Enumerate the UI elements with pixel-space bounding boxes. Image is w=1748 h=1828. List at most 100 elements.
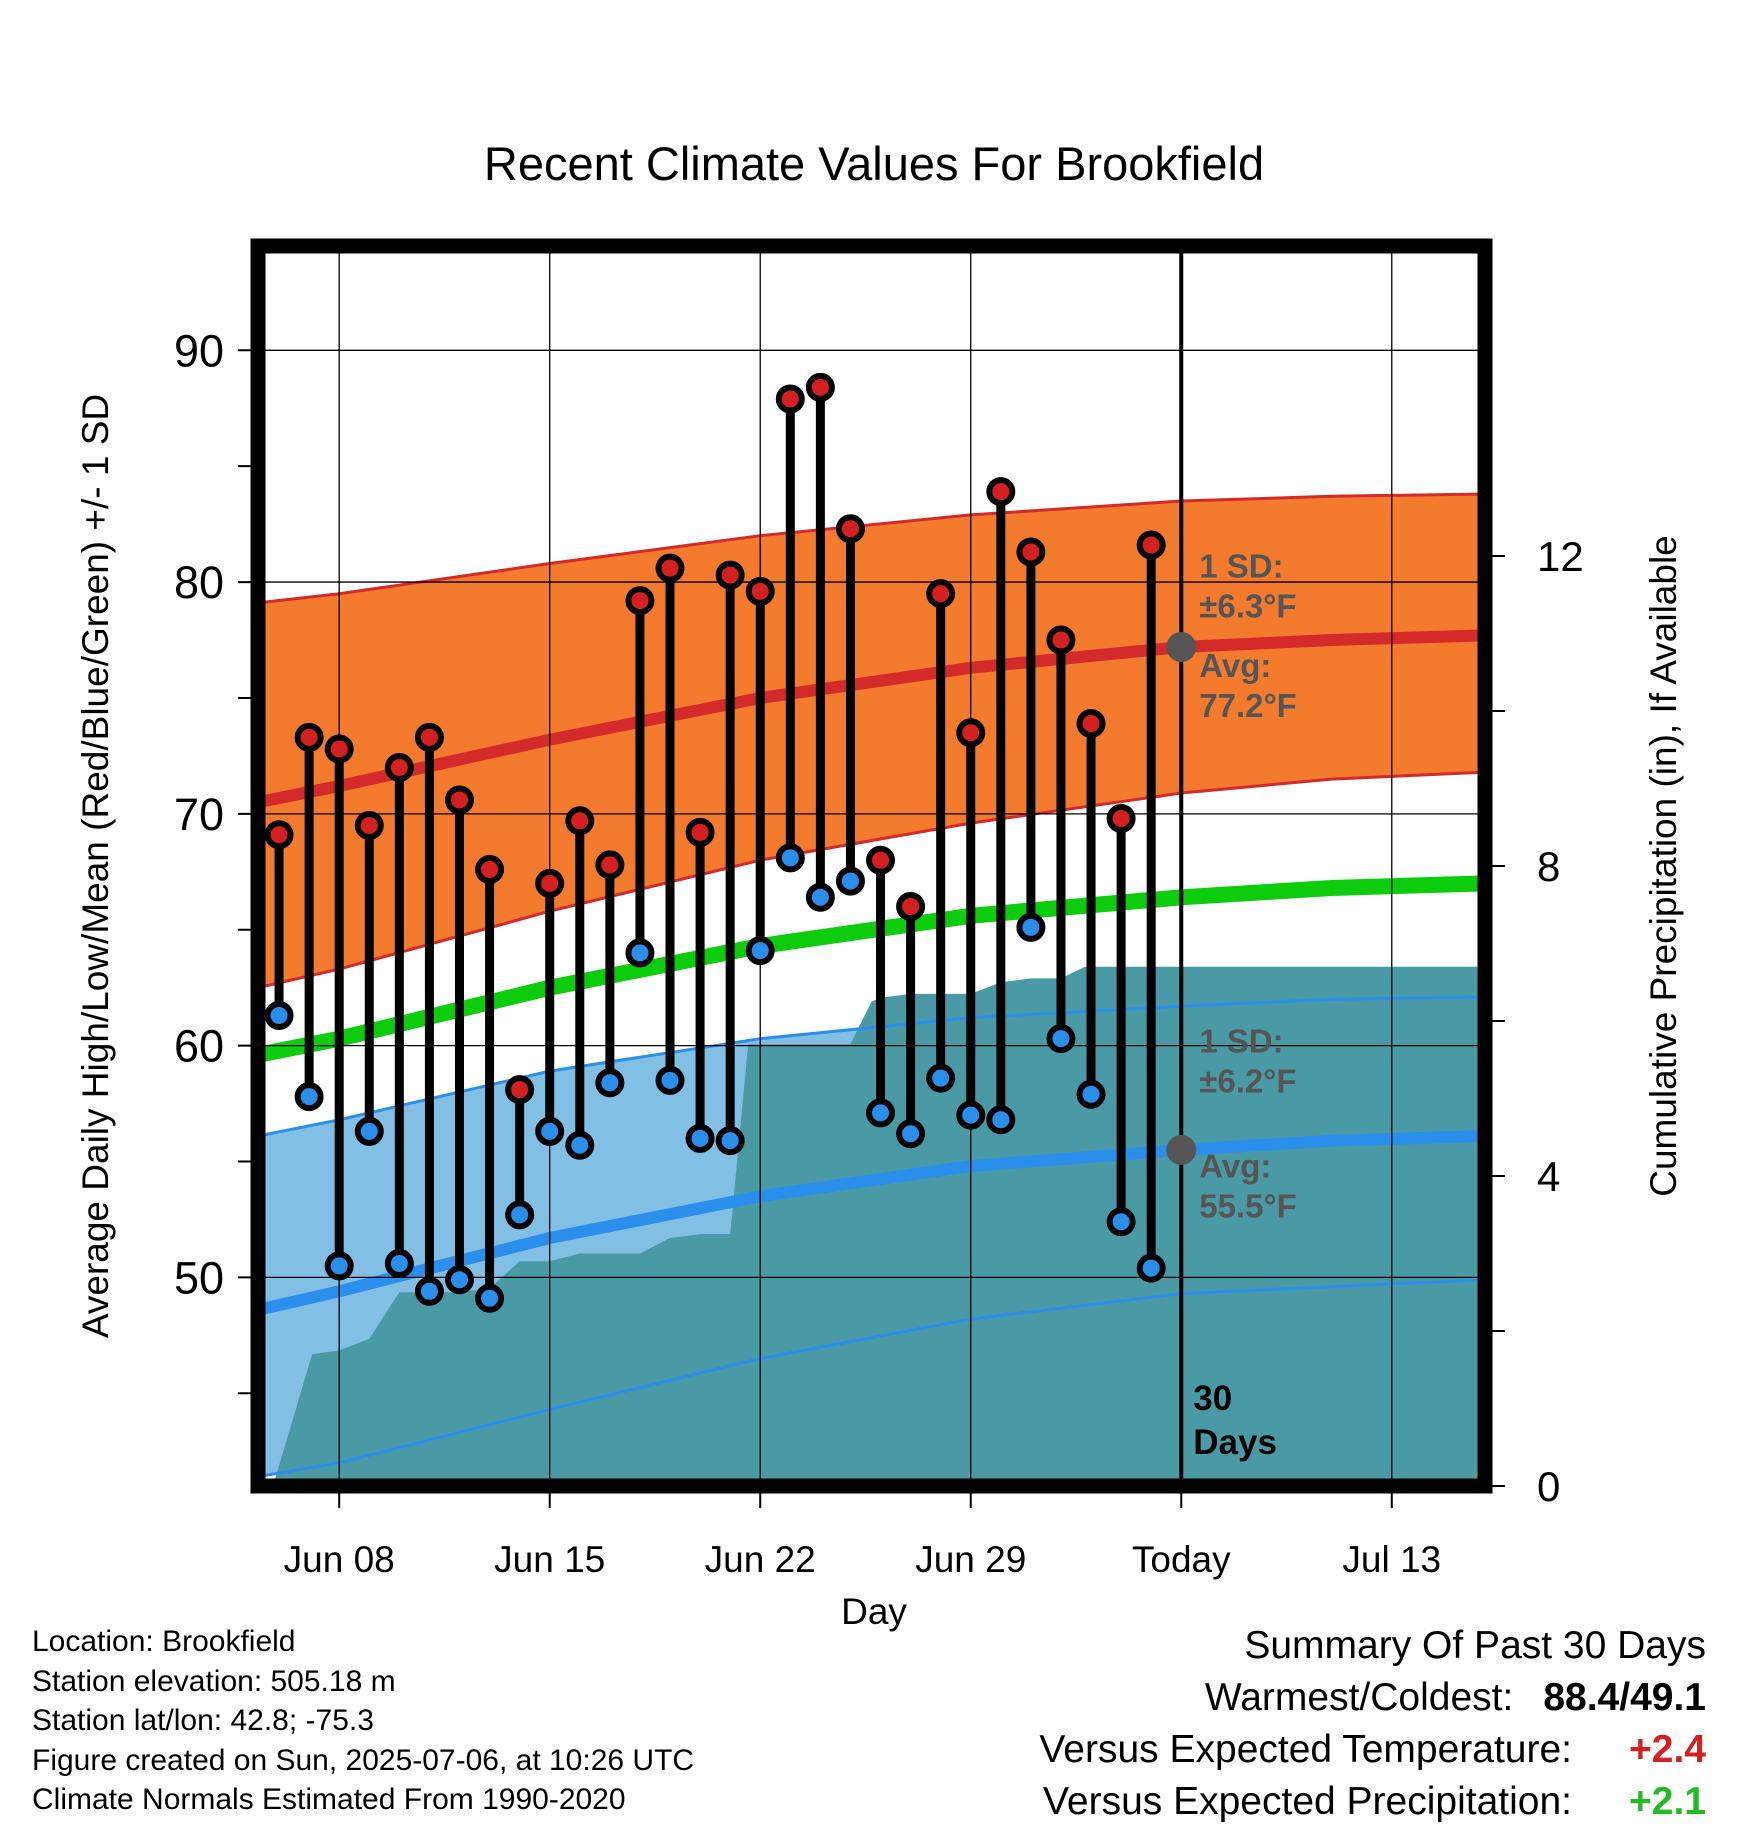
daily-low-point: [475, 1283, 505, 1313]
daily-high-point: [655, 553, 685, 583]
x-axis-label: Day: [841, 1591, 907, 1632]
x-tick-label: Jun 15: [494, 1539, 605, 1580]
daily-high-point: [775, 384, 805, 414]
y-tick-label: 70: [174, 789, 224, 840]
daily-low-point: [805, 882, 835, 912]
daily-high-point: [505, 1075, 535, 1105]
normals-text: Climate Normals Estimated From 1990-2020: [32, 1783, 626, 1816]
low-avg-annotation: Avg: 55.5°F: [1199, 1148, 1297, 1225]
today-days-label: 30 Days: [1193, 1379, 1277, 1462]
daily-low-point: [354, 1116, 384, 1146]
plot-frame: [250, 238, 1493, 1494]
daily-low-point: [505, 1200, 535, 1230]
y-tick-label: 60: [174, 1021, 224, 1072]
daily-high-point: [294, 722, 324, 752]
daily-high-point: [715, 560, 745, 590]
y2-tick-label: 8: [1537, 843, 1560, 890]
daily-high-point: [595, 850, 625, 880]
daily-high-point: [896, 892, 926, 922]
latlon-text: Station lat/lon: 42.8; -75.3: [32, 1704, 374, 1737]
daily-low-point: [835, 866, 865, 896]
daily-low-point: [1016, 912, 1046, 942]
low-mean-line: [258, 1130, 1485, 1316]
created-text: Figure created on Sun, 2025-07-06, at 10…: [32, 1743, 695, 1777]
daily-high-point: [324, 734, 354, 764]
summary-warmest-coldest: Warmest/Coldest: 88.4/49.1: [1039, 1672, 1706, 1724]
summary-title: Summary Of Past 30 Days: [1244, 1624, 1706, 1667]
daily-high-point: [1076, 708, 1106, 738]
daily-low-point: [1136, 1253, 1166, 1283]
y2-tick-label: 12: [1537, 533, 1584, 580]
low-sd-annotation: 1 SD: ±6.2°F: [1199, 1023, 1296, 1100]
summary-temperature: Versus Expected Temperature: +2.4: [1039, 1724, 1706, 1776]
low-sd-lower-line: [258, 1278, 1485, 1479]
daily-low-point: [926, 1063, 956, 1093]
daily-low-point: [1076, 1079, 1106, 1109]
elevation-text: Station elevation: 505.18 m: [32, 1664, 396, 1698]
high-mean-line: [258, 629, 1485, 809]
location-text: Location: Brookfield: [32, 1625, 296, 1658]
warmest-coldest-label: Warmest/Coldest:: [1204, 1676, 1514, 1719]
daily-high-point: [926, 579, 956, 609]
daily-low-point: [866, 1098, 896, 1128]
x-tick-label: Jun 08: [284, 1539, 395, 1580]
daily-low-point: [1106, 1207, 1136, 1237]
y-axis-label: Average Daily High/Low/Mean (Red/Blue/Gr…: [75, 394, 116, 1338]
high-sd-annotation: 1 SD: ±6.3°F: [1199, 547, 1296, 624]
x-tick-label: Jun 29: [915, 1539, 1026, 1580]
chart-title: Recent Climate Values For Brookfield: [484, 137, 1264, 190]
daily-low-point: [685, 1123, 715, 1153]
daily-low-point: [745, 936, 775, 966]
daily-high-point: [444, 785, 474, 815]
high-sd-lower-line: [258, 770, 1485, 990]
daily-low-point: [625, 938, 655, 968]
daily-high-point: [745, 576, 775, 606]
daily-high-point: [535, 868, 565, 898]
temperature-value: +2.4: [1629, 1728, 1706, 1771]
daily-high-point: [565, 806, 595, 836]
temperature-label: Versus Expected Temperature:: [1039, 1728, 1572, 1771]
daily-high-point: [414, 722, 444, 752]
high-sd-upper-line: [258, 492, 1485, 605]
mean-line: [258, 875, 1485, 1063]
daily-low-point: [324, 1251, 354, 1281]
daily-high-point: [1136, 530, 1166, 560]
daily-low-point: [414, 1276, 444, 1306]
daily-high-point: [475, 854, 505, 884]
summary-panel: Summary Of Past 30 Days Warmest/Coldest:…: [1039, 1620, 1706, 1828]
daily-low-point: [384, 1248, 414, 1278]
warmest-coldest-value: 88.4/49.1: [1543, 1676, 1706, 1719]
x-tick-label: Jul 13: [1342, 1539, 1441, 1580]
daily-high-point: [866, 845, 896, 875]
today-high-avg-marker: [1166, 631, 1197, 662]
x-tick-label: Jun 22: [705, 1539, 816, 1580]
daily-high-point: [264, 820, 294, 850]
daily-high-point: [384, 752, 414, 782]
daily-low-point: [1046, 1024, 1076, 1054]
daily-low-point: [535, 1116, 565, 1146]
y-tick-label: 50: [174, 1252, 224, 1303]
high-avg-annotation: Avg: 77.2°F: [1199, 647, 1297, 724]
y-tick-label: 80: [174, 557, 224, 608]
daily-high-point: [835, 514, 865, 544]
daily-low-point: [986, 1105, 1016, 1135]
summary-precipitation: Versus Expected Precipitation: +2.1: [1039, 1776, 1706, 1828]
precipitation-value: +2.1: [1629, 1780, 1706, 1823]
station-info: Location: Brookfield Station elevation: …: [32, 1622, 694, 1820]
daily-low-point: [956, 1100, 986, 1130]
y2-tick-label: 4: [1537, 1153, 1560, 1200]
daily-high-point: [685, 817, 715, 847]
x-tick-label: Today: [1132, 1539, 1231, 1580]
today-low-avg-marker: [1166, 1134, 1197, 1165]
daily-low-point: [444, 1265, 474, 1295]
y2-tick-label: 0: [1537, 1463, 1560, 1510]
daily-high-point: [1016, 537, 1046, 567]
daily-high-point: [956, 718, 986, 748]
precipitation-label: Versus Expected Precipitation:: [1043, 1780, 1572, 1823]
daily-low-point: [715, 1126, 745, 1156]
low-sd-upper-line: [258, 995, 1485, 1138]
daily-low-point: [896, 1119, 926, 1149]
y-tick-label: 90: [174, 325, 224, 376]
daily-high-point: [625, 586, 655, 616]
